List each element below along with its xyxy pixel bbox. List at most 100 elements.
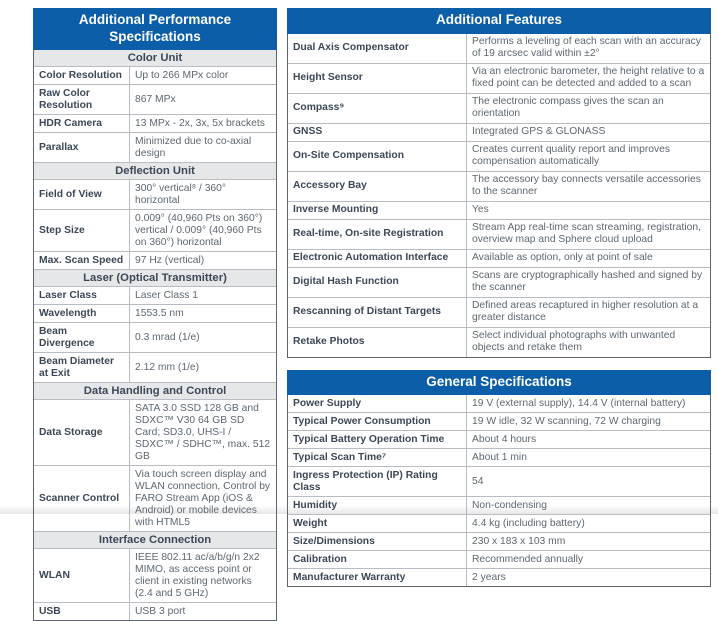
general-specifications-title: General Specifications (287, 369, 711, 395)
additional-performance-specs-body: Color Unit Color Resolution Up to 266 MPx … (33, 50, 277, 621)
spec-label: Humidity (288, 497, 467, 514)
spec-label: Dual Axis Compensator (288, 33, 467, 63)
spec-label: Scanner Control (34, 466, 130, 531)
spec-label: HDR Camera (34, 115, 130, 132)
spec-value: The accessory bay connects versatile acc… (472, 174, 701, 197)
spec-row: Humidity Non-condensing (288, 497, 710, 515)
spec-value: Defined areas recaptured in higher resol… (472, 300, 699, 323)
spec-value: Minimized due to co-axial design (135, 135, 252, 159)
spec-value: Via touch screen display and WLAN connec… (135, 468, 271, 528)
spec-value: 19 V (external supply), 14.4 V (internal… (472, 397, 686, 409)
spec-label: Digital Hash Function (288, 267, 467, 297)
spec-row: Field of View 300° vertical⁸ / 360° horiz… (34, 180, 276, 210)
spec-label: Power Supply (288, 395, 467, 412)
spec-label: Accessory Bay (288, 171, 467, 201)
spec-row: Laser Class Laser Class 1 (34, 287, 276, 305)
spec-value: 97 Hz (vertical) (135, 254, 205, 266)
additional-features-body: Dual Axis Compensator Performs a leveling… (287, 33, 711, 358)
spec-label: Electronic Automation Interface (288, 249, 467, 267)
spec-row: Size/Dimensions 230 x 183 x 103 mm (288, 533, 710, 551)
spec-value: IEEE 802.11 ac/a/b/g/n 2x2 MIMO, as acce… (135, 551, 260, 599)
spec-label: Typical Scan Time⁷ (288, 449, 467, 466)
spec-value: 867 MPx (135, 93, 176, 105)
spec-row: Typical Scan Time⁷ About 1 min (288, 449, 710, 467)
spec-value: 2 years (472, 571, 506, 583)
general-specifications-body: Power Supply 19 V (external supply), 14.4… (287, 395, 711, 587)
spec-value: Integrated GPS & GLONASS (472, 126, 606, 137)
spec-value: Scans are cryptographically hashed and s… (472, 270, 703, 293)
spec-label: Typical Power Consumption (288, 413, 467, 430)
spec-row: GNSS Integrated GPS & GLONASS (288, 123, 710, 142)
spec-row: Calibration Recommended annually (288, 551, 710, 569)
spec-label: USB (34, 603, 130, 620)
spec-label: On-Site Compensation (288, 141, 467, 171)
spec-value: Laser Class 1 (135, 289, 198, 301)
spec-row: On-Site Compensation Creates current qual… (288, 141, 710, 172)
spec-value: 0.009° (40,960 Pts on 360°) vertical / 0… (135, 212, 263, 248)
spec-row: Wavelength 1553.5 nm (34, 305, 276, 323)
section-header: Data Handling and Control (34, 383, 276, 400)
spec-row: Typical Battery Operation Time About 4 ho… (288, 431, 710, 449)
spec-label: Weight (288, 515, 467, 532)
spec-label: Retake Photos (288, 327, 467, 357)
spec-row: Beam Diameter at Exit 2.12 mm (1/e) (34, 353, 276, 383)
spec-label: WLAN (34, 549, 130, 602)
spec-row: Real-time, On-site Registration Stream Ap… (288, 219, 710, 250)
spec-value: About 1 min (472, 451, 527, 463)
spec-row: Parallax Minimized due to co-axial design (34, 133, 276, 163)
spec-value: Performs a leveling of each scan with an… (472, 36, 701, 59)
spec-label: Beam Divergence (34, 323, 130, 352)
spec-value: Recommended annually (472, 553, 584, 565)
spec-label: Step Size (34, 210, 130, 251)
spec-label: GNSS (288, 123, 467, 141)
spec-row: Retake Photos Select individual photograp… (288, 327, 710, 357)
additional-features-title: Additional Features (287, 8, 711, 34)
spec-value: 4.4 kg (including battery) (472, 517, 585, 529)
spec-label: Field of View (34, 180, 130, 209)
spec-row: Manufacturer Warranty 2 years (288, 569, 710, 586)
additional-performance-specs-title: Additional Performance Specifications (33, 8, 277, 50)
section-header: Deflection Unit (34, 163, 276, 180)
spec-row: Typical Power Consumption 19 W idle, 32 W… (288, 413, 710, 431)
spec-value: The electronic compass gives the scan an… (472, 96, 664, 119)
spec-value: 1553.5 nm (135, 307, 184, 319)
spec-row: Max. Scan Speed 97 Hz (vertical) (34, 252, 276, 270)
general-specifications-table: General Specifications Power Supply 19 V … (287, 369, 711, 587)
spec-row: Color Resolution Up to 266 MPx color (34, 67, 276, 85)
spec-label: Laser Class (34, 287, 130, 304)
performance-specs-column: Additional Performance Specifications Co… (33, 8, 277, 621)
spec-label: Height Sensor (288, 63, 467, 93)
spec-label: Data Storage (34, 400, 130, 465)
spec-row: HDR Camera 13 MPx - 2x, 3x, 5x brackets (34, 115, 276, 133)
spec-row: Dual Axis Compensator Performs a leveling… (288, 33, 710, 64)
spec-value: USB 3 port (135, 605, 186, 617)
spec-label: Calibration (288, 551, 467, 568)
spec-value: Via an electronic barometer, the height … (472, 66, 705, 89)
spec-label: Color Resolution (34, 67, 130, 84)
spec-value: 230 x 183 x 103 mm (472, 535, 566, 547)
spec-row: Step Size 0.009° (40,960 Pts on 360°) ver… (34, 210, 276, 252)
spec-row: Compass⁹ The electronic compass gives the… (288, 93, 710, 124)
spec-value: Non-condensing (472, 499, 547, 511)
spec-value: Up to 266 MPx color (135, 69, 229, 81)
spec-label: Wavelength (34, 305, 130, 322)
additional-features-table: Additional Features Dual Axis Compensato… (287, 8, 711, 358)
spec-label: Typical Battery Operation Time (288, 431, 467, 448)
additional-performance-specs-table: Additional Performance Specifications Co… (33, 8, 277, 621)
features-and-general-column: Additional Features Dual Axis Compensato… (287, 8, 711, 587)
spec-value: 300° vertical⁸ / 360° horizontal (135, 182, 226, 206)
spec-row: Scanner Control Via touch screen display … (34, 466, 276, 532)
spec-value: 2.12 mm (1/e) (135, 361, 200, 373)
spec-label: Beam Diameter at Exit (34, 353, 130, 382)
spec-label: Rescanning of Distant Targets (288, 297, 467, 327)
spec-row: Beam Divergence 0.3 mrad (1/e) (34, 323, 276, 353)
section-header: Laser (Optical Transmitter) (34, 270, 276, 287)
spec-label: Real-time, On-site Registration (288, 219, 467, 249)
spec-value: 19 W idle, 32 W scanning, 72 W charging (472, 415, 661, 427)
spec-label: Manufacturer Warranty (288, 569, 467, 586)
spec-value: Select individual photographs with unwan… (472, 330, 676, 353)
spec-label: Inverse Mounting (288, 201, 467, 219)
spec-value: Stream App real-time scan streaming, reg… (472, 222, 701, 245)
spec-value: 54 (472, 475, 484, 487)
spec-row: Inverse Mounting Yes (288, 201, 710, 220)
